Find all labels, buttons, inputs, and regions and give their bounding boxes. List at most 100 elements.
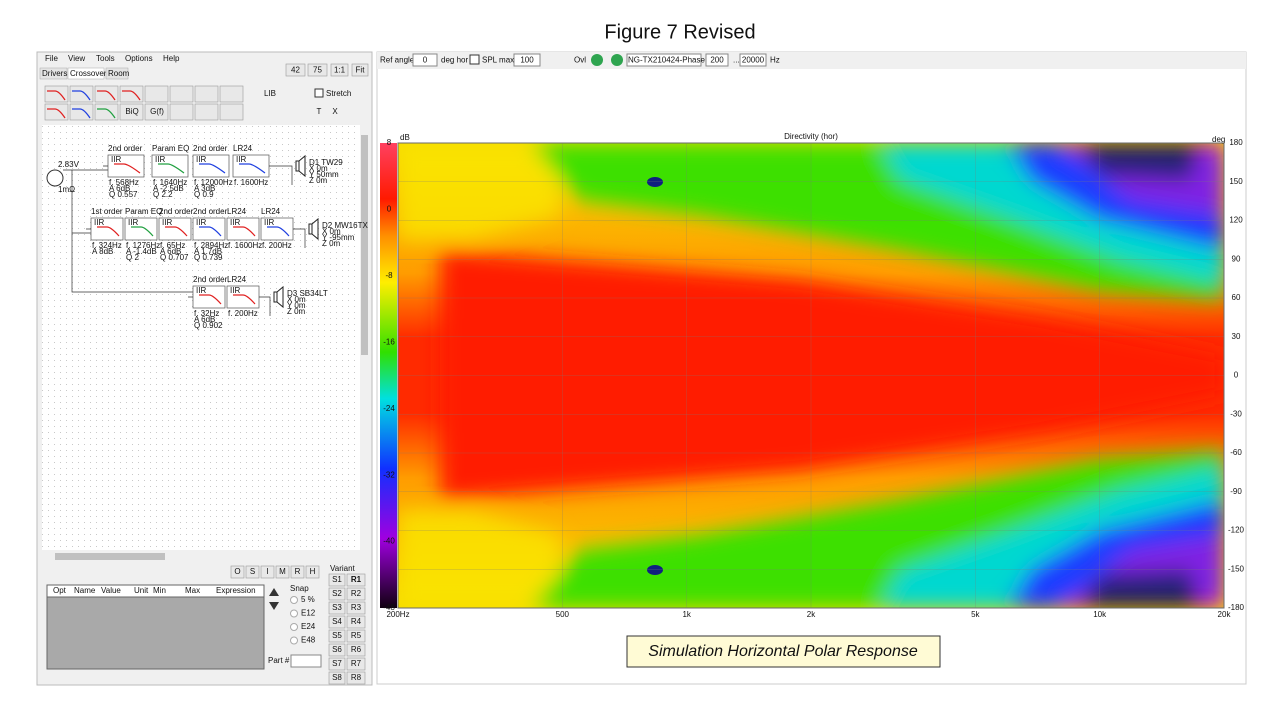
variant-r[interactable]: R5 <box>351 631 362 640</box>
part-input[interactable] <box>290 654 322 668</box>
zoom-button[interactable] <box>285 63 306 77</box>
tab-label[interactable]: Crossover <box>70 69 107 78</box>
variant-s[interactable]: S5 <box>332 631 342 640</box>
tab[interactable] <box>39 67 68 80</box>
tab-label[interactable]: Room <box>108 69 130 78</box>
spl-checkbox[interactable] <box>469 54 480 65</box>
zoom-label[interactable]: 75 <box>313 66 322 75</box>
input-box[interactable] <box>705 53 729 67</box>
opt-label[interactable]: S <box>250 567 255 576</box>
filter-block[interactable] <box>151 154 189 178</box>
variant-s-button[interactable] <box>328 629 346 643</box>
move-arrows[interactable] <box>269 588 279 610</box>
tool-button[interactable] <box>219 103 244 121</box>
menu-item[interactable]: View <box>68 54 85 63</box>
variant-r-button[interactable] <box>346 615 366 629</box>
tool-button[interactable] <box>94 103 119 121</box>
tool-button[interactable] <box>169 103 194 121</box>
variant-s-button[interactable] <box>328 573 346 587</box>
variant-s[interactable]: S4 <box>332 617 342 626</box>
opt-label[interactable]: R <box>295 567 301 576</box>
variant-r-button[interactable] <box>346 587 366 601</box>
opt-button[interactable] <box>245 565 260 579</box>
snap-radio[interactable] <box>290 609 298 618</box>
tool-button[interactable] <box>44 85 69 103</box>
tool-button[interactable] <box>119 103 144 121</box>
input-box[interactable] <box>412 53 438 67</box>
zoom-button[interactable] <box>351 63 369 77</box>
opt-button[interactable] <box>305 565 320 579</box>
menu-item[interactable]: Options <box>125 54 153 63</box>
filter-block[interactable] <box>226 217 260 241</box>
input-box[interactable] <box>513 53 541 67</box>
snap-radio[interactable] <box>290 596 298 604</box>
tool-button[interactable] <box>119 85 144 103</box>
tool-button[interactable] <box>44 103 69 121</box>
opt-button[interactable] <box>230 565 245 579</box>
variant-r-button[interactable] <box>346 601 366 615</box>
variant-s-button[interactable] <box>328 615 346 629</box>
variant-r-button[interactable] <box>346 573 366 587</box>
opt-label[interactable]: H <box>310 567 316 576</box>
tool-label[interactable]: G(f) <box>150 107 164 116</box>
variant-r[interactable]: R4 <box>351 617 362 626</box>
variant-r[interactable]: R6 <box>351 645 362 654</box>
opt-label[interactable]: M <box>279 567 286 576</box>
stretch-label[interactable]: Stretch <box>326 89 351 98</box>
zoom-label[interactable]: Fit <box>356 66 366 75</box>
menu-item[interactable]: Tools <box>96 54 115 63</box>
v-scroll-thumb[interactable] <box>361 135 368 355</box>
snap-option[interactable]: E48 <box>301 636 316 645</box>
tool-button[interactable] <box>69 85 94 103</box>
input-box[interactable] <box>626 53 702 67</box>
variant-s[interactable]: S2 <box>332 589 342 598</box>
variant-s-button[interactable] <box>328 671 346 685</box>
opt-button[interactable] <box>275 565 290 579</box>
tool-button[interactable] <box>169 85 194 103</box>
variant-r[interactable]: R8 <box>351 673 362 682</box>
menu-item[interactable]: Help <box>163 54 180 63</box>
snap-option[interactable]: E12 <box>301 609 316 618</box>
tool-label[interactable]: LIB <box>264 89 276 98</box>
variant-r-button[interactable] <box>346 629 366 643</box>
remove-button[interactable] <box>611 54 623 66</box>
snap-radio[interactable] <box>290 623 298 631</box>
variant-r[interactable]: R7 <box>351 659 362 668</box>
filter-block[interactable] <box>158 217 192 241</box>
tool-button[interactable] <box>144 103 169 121</box>
variant-s[interactable]: S8 <box>332 673 342 682</box>
opt-button[interactable] <box>260 565 275 579</box>
tool-button[interactable] <box>144 85 169 103</box>
menu-item[interactable]: File <box>45 54 58 63</box>
tool-button[interactable] <box>194 103 219 121</box>
opt-label[interactable]: O <box>234 567 240 576</box>
variant-s-button[interactable] <box>328 643 346 657</box>
input-box[interactable] <box>739 53 767 67</box>
filter-block[interactable] <box>192 217 226 241</box>
snap-option[interactable]: 5 % <box>301 595 315 604</box>
tool-label[interactable]: T <box>317 107 322 116</box>
tool-button[interactable] <box>219 85 244 103</box>
variant-s[interactable]: S1 <box>332 575 342 584</box>
variant-s[interactable]: S7 <box>332 659 342 668</box>
opt-button[interactable] <box>290 565 305 579</box>
zoom-label[interactable]: 1:1 <box>334 66 346 75</box>
variant-s-button[interactable] <box>328 587 346 601</box>
h-scroll-thumb[interactable] <box>55 553 165 560</box>
variant-s[interactable]: S6 <box>332 645 342 654</box>
tab-label[interactable]: Drivers <box>42 69 67 78</box>
tab[interactable] <box>105 67 129 80</box>
top-bar-file[interactable]: NG-TX210424-PhaseUr <box>628 56 714 65</box>
tab[interactable] <box>67 67 105 80</box>
variant-r[interactable]: R1 <box>351 575 362 584</box>
tool-button[interactable] <box>69 103 94 121</box>
h-scrollbar[interactable] <box>42 552 360 561</box>
variant-s[interactable]: S3 <box>332 603 342 612</box>
zoom-label[interactable]: 42 <box>291 66 300 75</box>
stretch-checkbox[interactable] <box>314 88 324 98</box>
add-button[interactable] <box>591 54 603 66</box>
tool-button[interactable] <box>194 85 219 103</box>
tool-label[interactable]: BiQ <box>125 107 138 116</box>
variant-s-button[interactable] <box>328 657 346 671</box>
variant-r-button[interactable] <box>346 643 366 657</box>
